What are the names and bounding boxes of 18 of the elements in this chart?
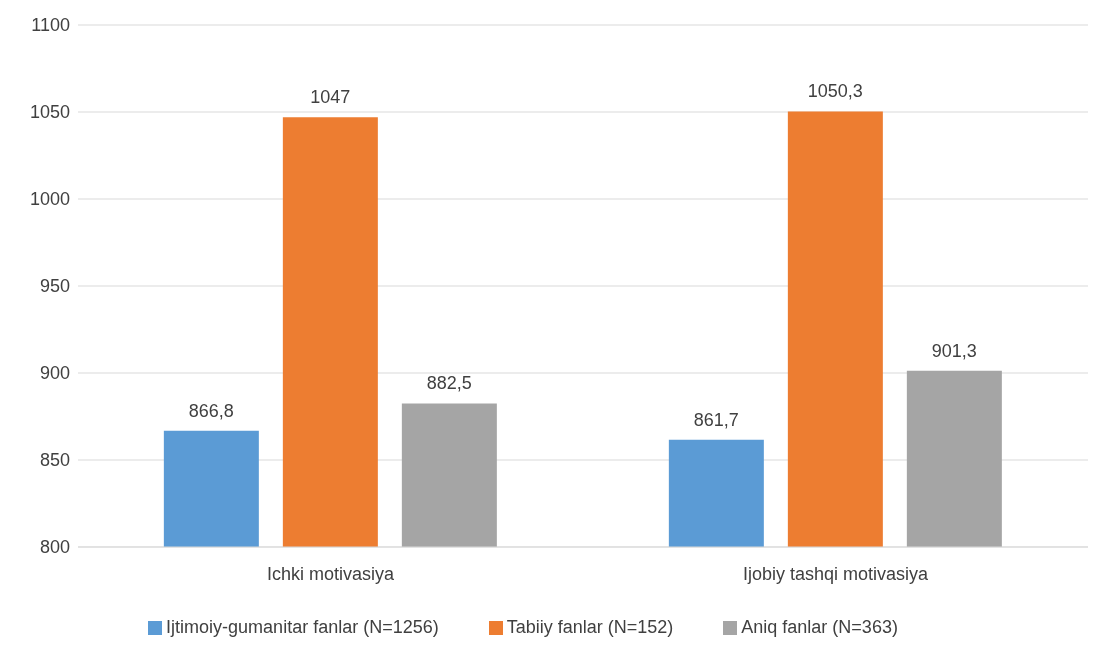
legend-label: Aniq fanlar (N=363) (741, 617, 898, 637)
y-tick-label: 900 (39, 363, 70, 384)
data-label: 861,7 (693, 409, 739, 430)
data-label: 901,3 (931, 340, 977, 361)
data-label: 1047 (310, 87, 351, 108)
y-tick-label: 1000 (29, 189, 70, 210)
data-label: 882,5 (426, 373, 472, 394)
y-tick-label: 850 (39, 450, 70, 471)
y-tick-label: 1050 (29, 102, 70, 123)
legend-label: Ijtimoiy-gumanitar fanlar (N=1256) (166, 617, 439, 637)
data-label: 1050,3 (807, 81, 863, 102)
y-tick-label: 800 (39, 537, 70, 558)
x-tick-label: Ichki motivasiya (266, 563, 395, 584)
y-tick-label: 1100 (31, 15, 70, 36)
data-label: 866,8 (188, 400, 234, 421)
y-tick-label: 950 (39, 276, 70, 297)
x-tick-label: Ijobiy tashqi motivasiya (742, 563, 930, 584)
legend-label: Tabiiy fanlar (N=152) (506, 617, 674, 637)
